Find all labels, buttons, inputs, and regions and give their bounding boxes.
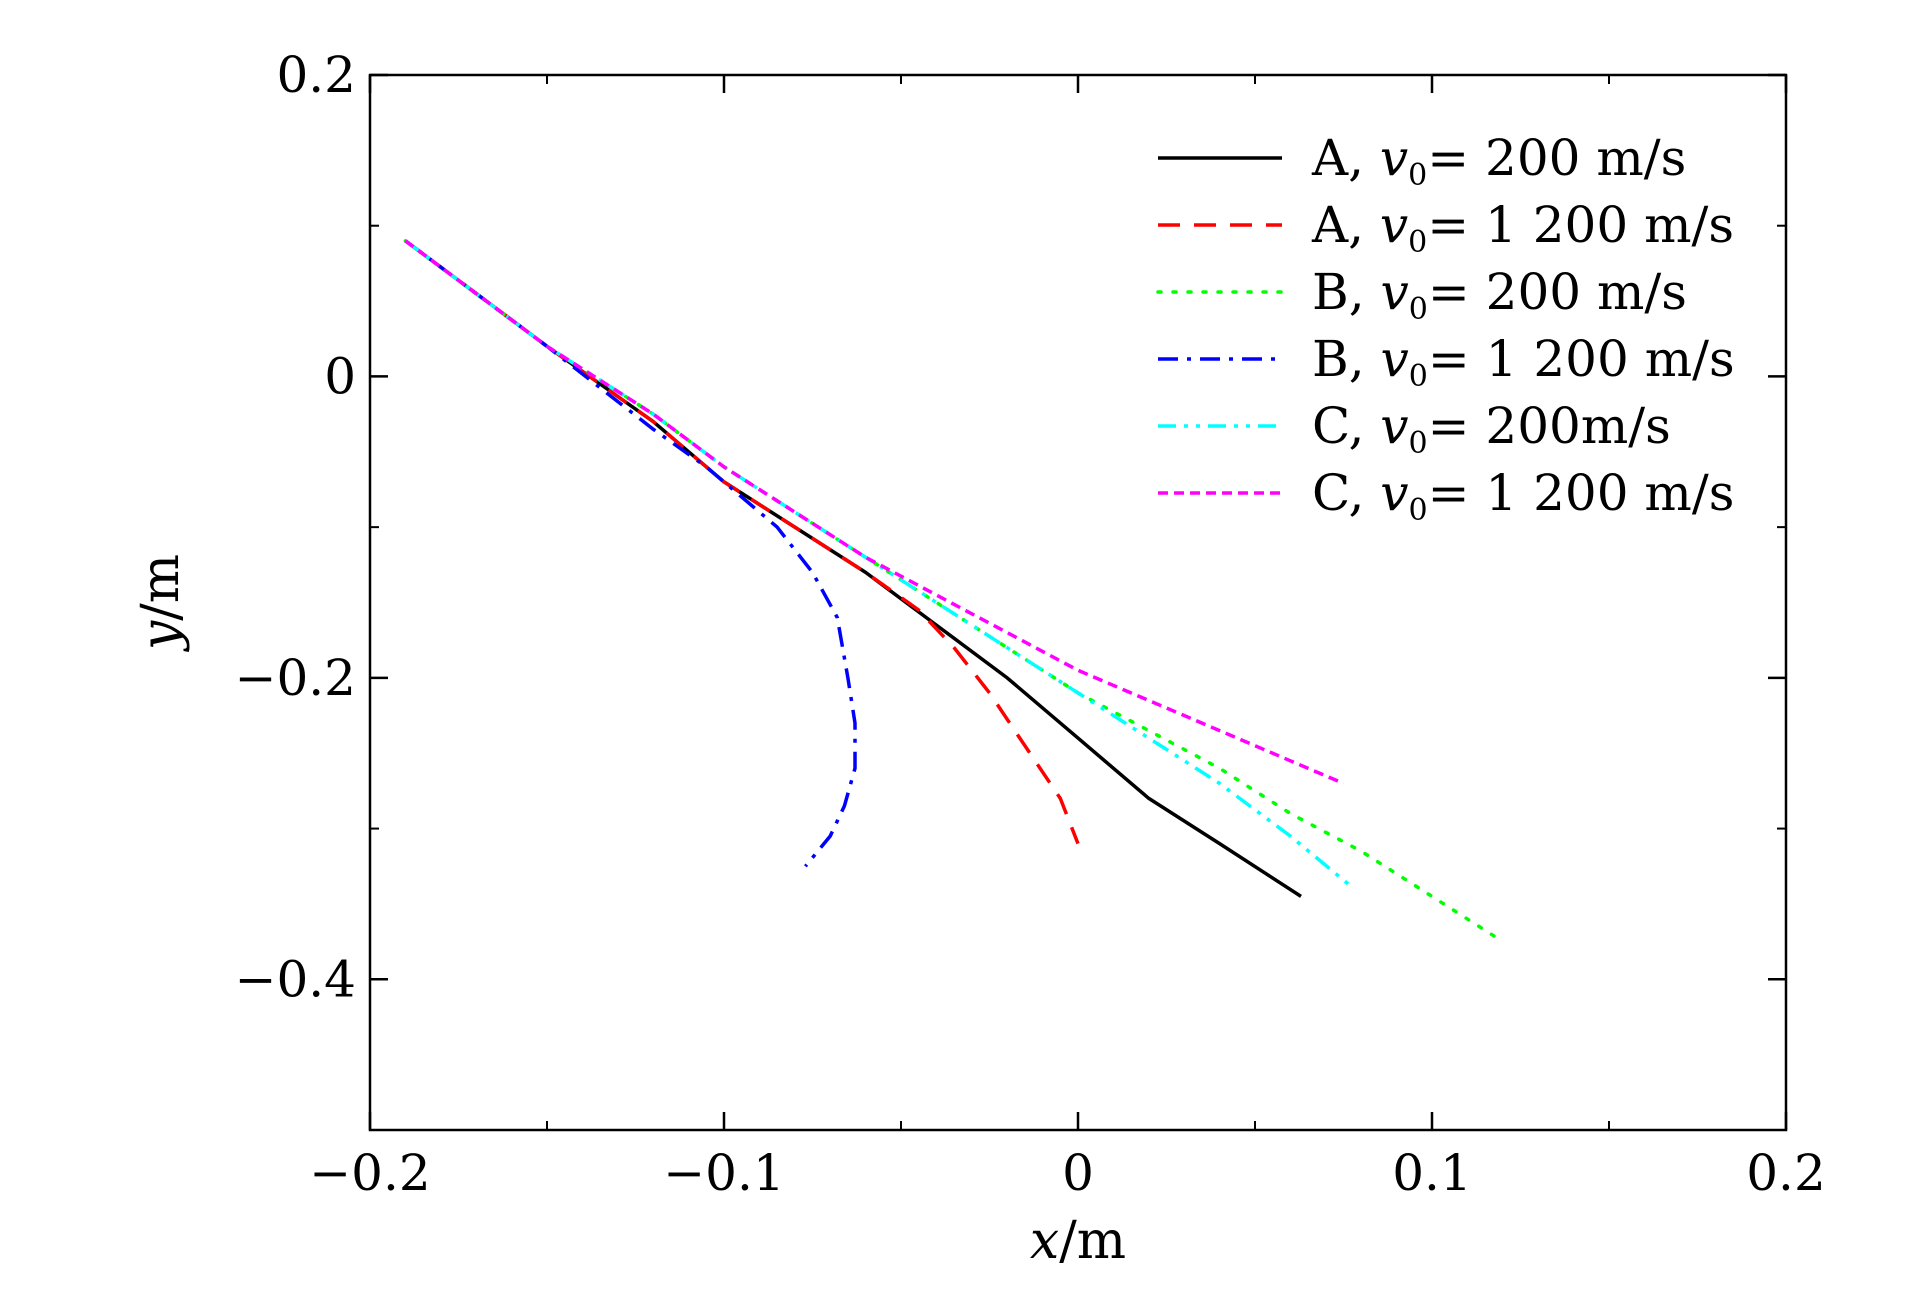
legend-label-4: B, v0= 1 200 m/s: [1312, 330, 1735, 394]
axis-ticks: [368, 73, 1788, 1130]
legend-label-1: A, v0= 200 m/s: [1311, 129, 1686, 193]
y-tick-label: 0.2: [276, 46, 356, 104]
series-line-6: [404, 239, 1345, 786]
legend-label-6: C, v0= 1 200 m/s: [1312, 464, 1734, 528]
legend-label-2: A, v0= 1 200 m/s: [1311, 196, 1734, 260]
series-line-1: [404, 239, 1302, 898]
y-axis-label: y/m: [131, 554, 191, 652]
y-tick-label: −0.4: [235, 950, 356, 1008]
series-line-3: [403, 239, 1505, 944]
x-tick-label: −0.2: [309, 1144, 430, 1202]
y-tick-label: 0: [324, 347, 356, 405]
series-line-4: [404, 239, 857, 868]
series-line-2: [404, 239, 1080, 845]
legend: A, v0= 200 m/sA, v0= 1 200 m/sB, v0= 200…: [1156, 129, 1735, 528]
x-tick-label: 0.1: [1392, 1144, 1472, 1202]
y-tick-label: −0.2: [235, 649, 356, 707]
series-line-5: [404, 239, 1356, 891]
x-tick-label: 0: [1062, 1144, 1094, 1202]
x-tick-label: 0.2: [1746, 1144, 1826, 1202]
legend-label-3: B, v0= 200 m/s: [1312, 263, 1687, 327]
x-axis-label: x/m: [1030, 1211, 1126, 1271]
series-layer: [403, 239, 1505, 944]
legend-label-5: C, v0= 200m/s: [1312, 397, 1671, 461]
x-tick-label: −0.1: [663, 1144, 784, 1202]
tick-labels: −0.2 −0.1 0 0.1 0.2 0.2 0 −0.2 −0.4: [235, 46, 1826, 1202]
